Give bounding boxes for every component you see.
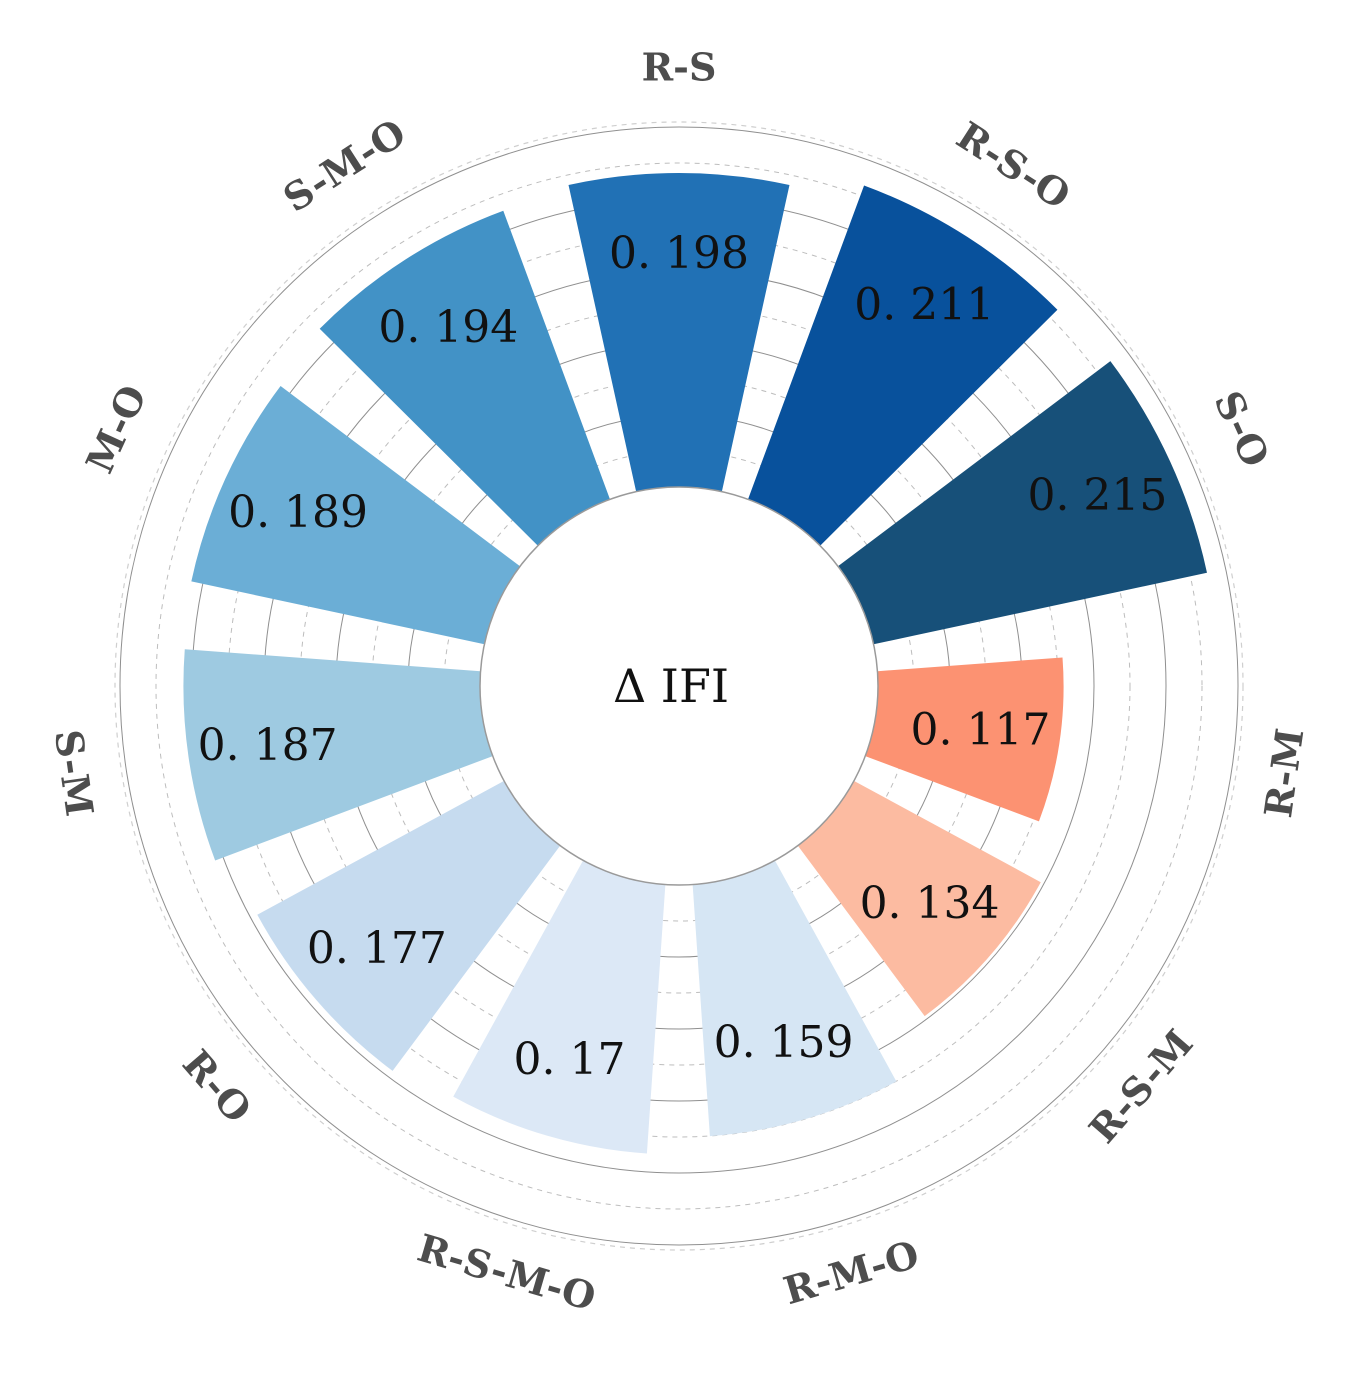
bar-r-m-o [692,860,897,1137]
bar-r-s [568,172,790,492]
value-label: 0. 117 [910,704,1050,755]
value-label: 0. 194 [378,302,518,353]
value-label: 0. 177 [307,923,447,974]
bar-r-m [865,657,1064,822]
value-label: 0. 187 [198,720,338,771]
center-label: Δ IFI [613,659,729,713]
bar-r-s-m-o [453,860,666,1154]
category-label: R-S [642,45,717,90]
category-label: R-O [174,1041,261,1131]
bar-s-m [183,649,493,861]
outer-grid-ring [114,121,1244,1251]
bar-r-s-o [748,185,1058,546]
category-label: S-M-O [275,110,413,221]
grid-ring [155,162,1203,1210]
bar-s-o [837,361,1207,645]
value-label: 0. 189 [228,487,368,538]
category-label: S-O [1205,384,1278,473]
center-circle [479,486,879,886]
value-label: 0. 215 [1027,470,1167,521]
bar-r-o [257,780,561,1071]
bar-r-s-m [797,780,1041,1017]
bar-m-o [191,385,521,645]
value-label: 0. 17 [514,1034,626,1085]
bar-layer [183,172,1207,1154]
category-label: R-S-M-O [413,1225,601,1320]
value-label: 0. 159 [714,1017,854,1068]
value-label: 0. 134 [860,878,1000,929]
category-label: S-M [46,727,103,819]
value-label: 0. 198 [609,228,749,279]
category-label: R-M [1255,725,1312,820]
grid-ring [119,126,1239,1246]
category-label: M-O [77,378,156,479]
value-label: 0. 211 [854,279,994,330]
category-label: R-S-M [1080,1021,1202,1152]
bar-s-m-o [319,210,610,546]
category-label: R-M-O [778,1231,923,1313]
